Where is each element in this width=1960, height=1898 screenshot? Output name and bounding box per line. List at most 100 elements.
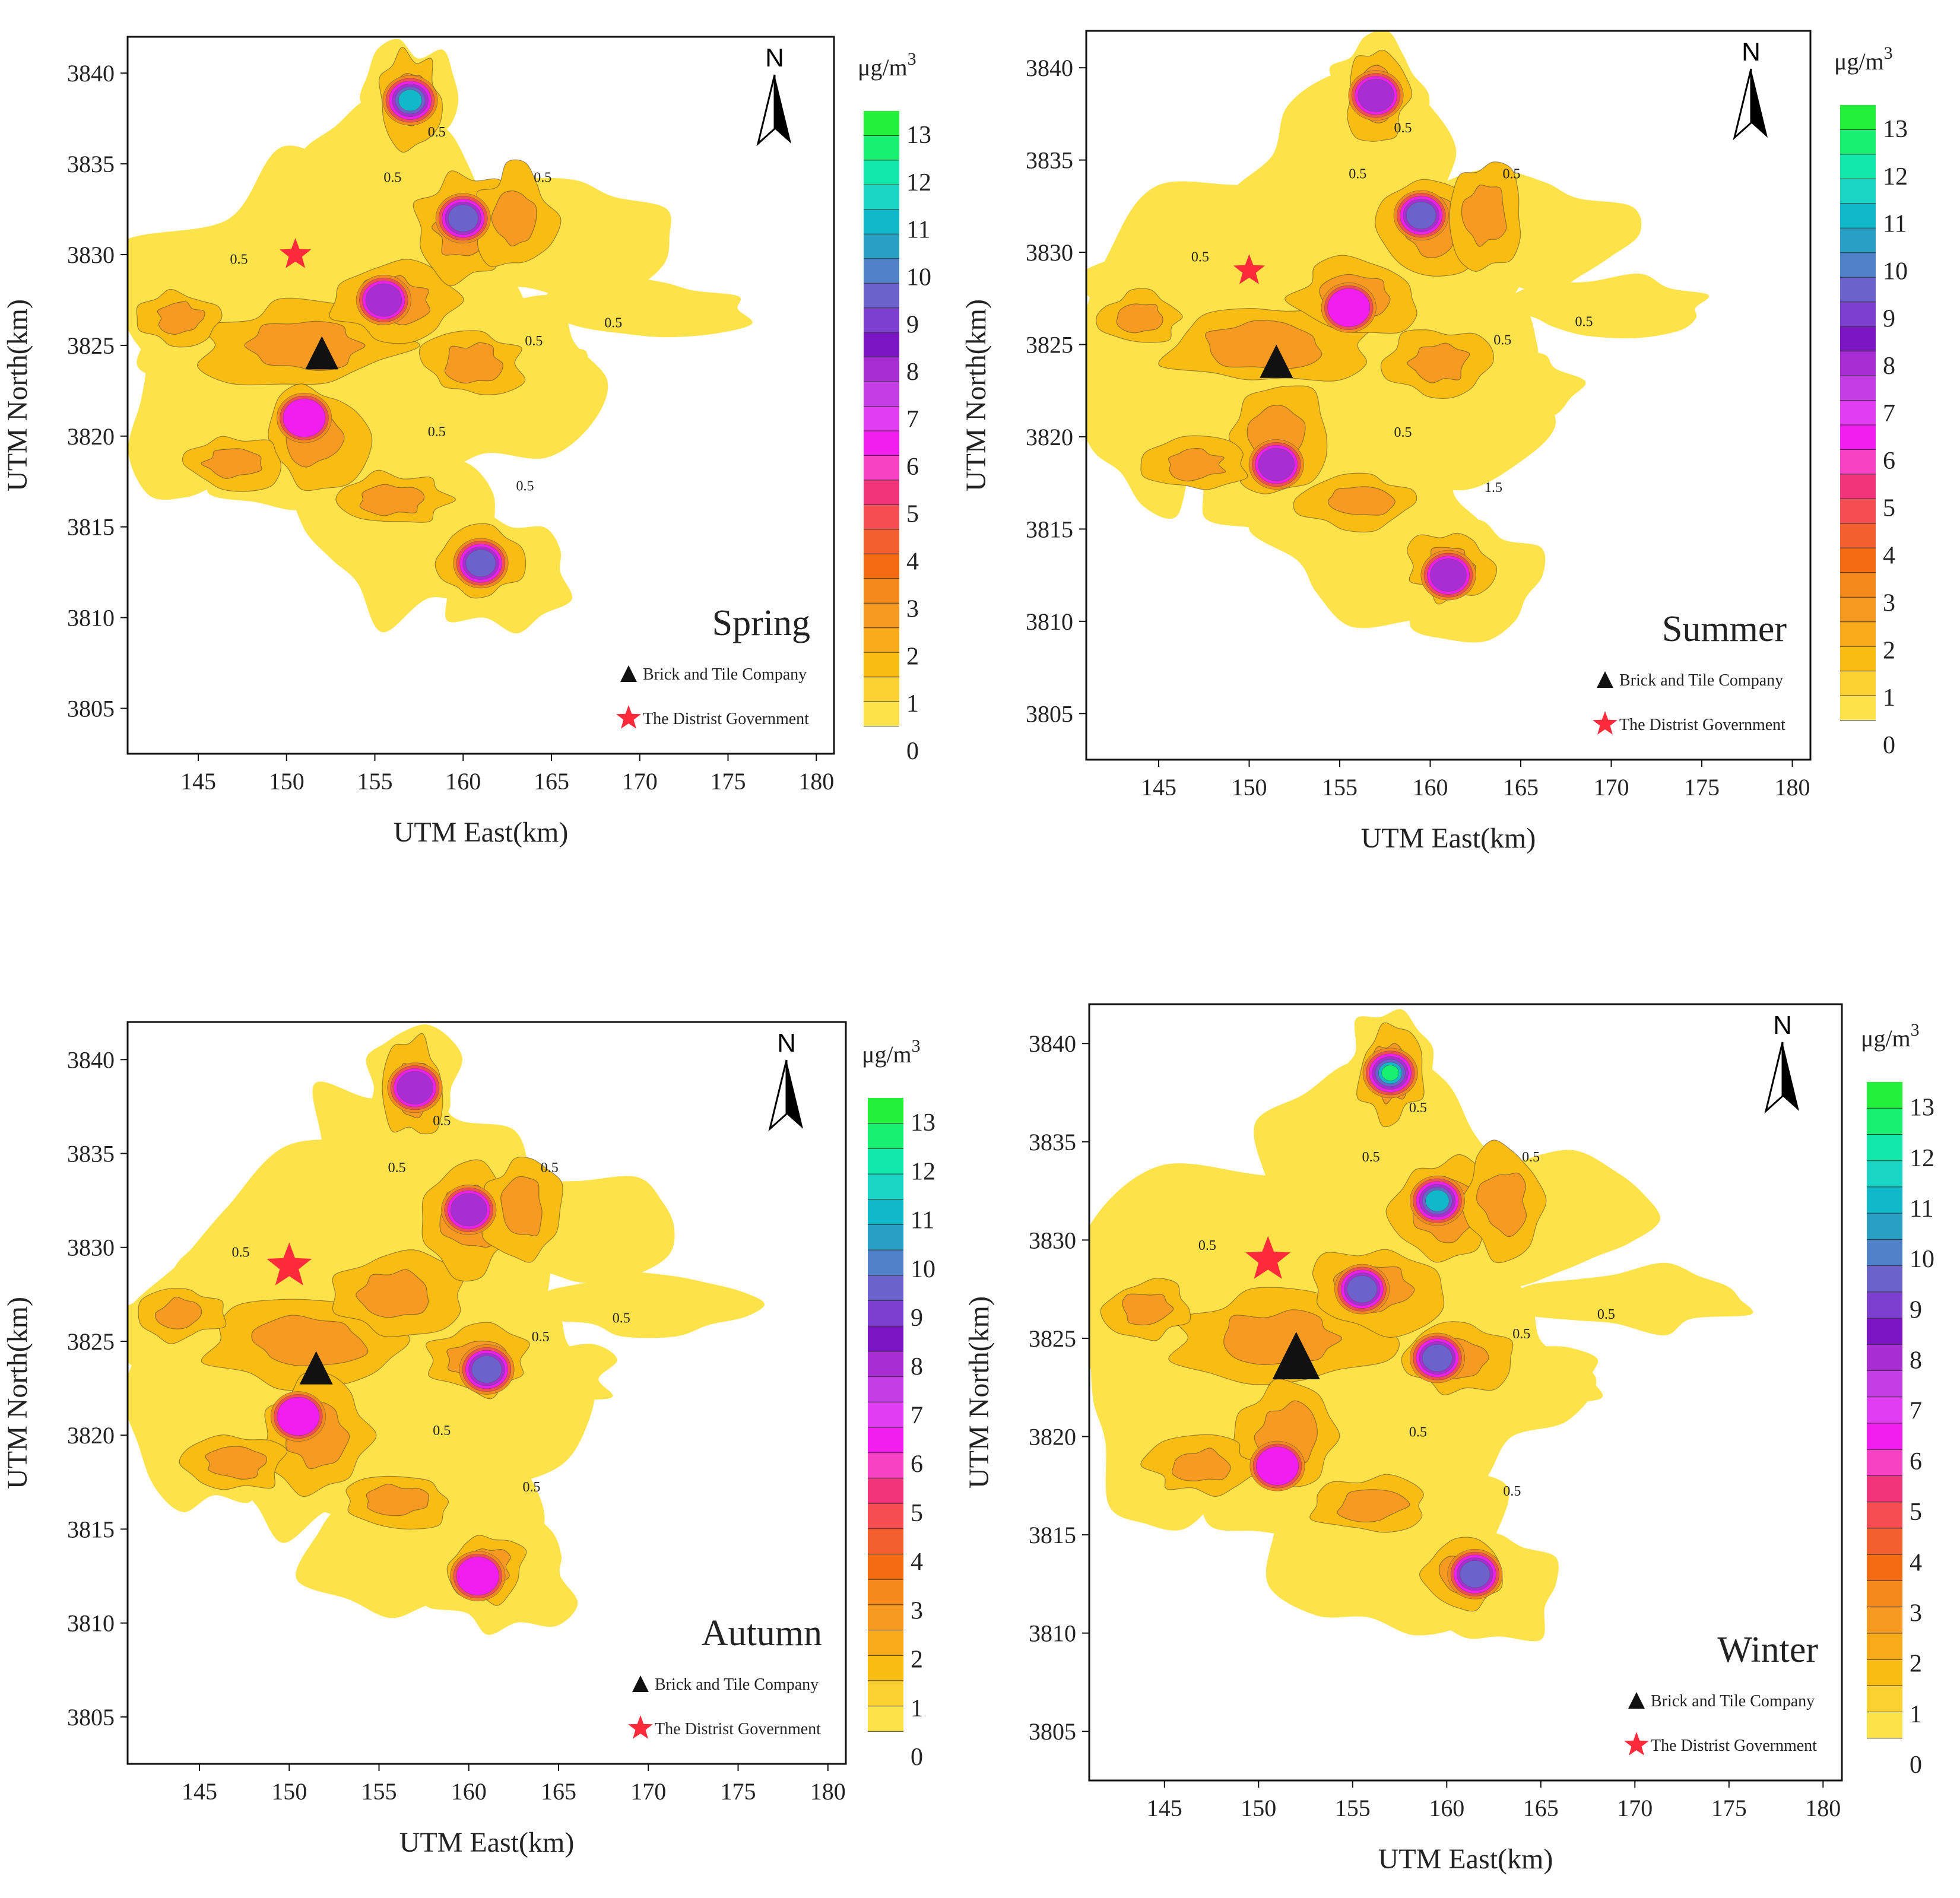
north-label: N	[765, 43, 784, 72]
hotspot-level	[397, 1071, 433, 1104]
colorbar-tick-label: 10	[911, 1256, 935, 1283]
contour-label: 0.5	[1503, 1484, 1521, 1499]
y-tick-label: 3840	[1026, 55, 1073, 81]
contour-region-2	[251, 1315, 369, 1366]
colorbar-band	[868, 1554, 903, 1580]
y-tick-label: 3815	[1026, 516, 1073, 542]
contour-region-2	[491, 190, 537, 247]
colorbar-band	[868, 1402, 903, 1428]
y-tick-label: 3815	[67, 1516, 115, 1542]
contour-region-2	[356, 1269, 429, 1318]
y-tick-label: 3820	[67, 1422, 115, 1449]
colorbar-band	[1840, 351, 1876, 376]
hotspot-level	[398, 89, 423, 112]
colorbar-band	[868, 1731, 903, 1757]
colorbar-tick-label: 9	[906, 311, 919, 338]
colorbar-band	[1867, 1659, 1902, 1686]
contour-region-2	[205, 1446, 267, 1480]
colorbar-band	[864, 480, 899, 505]
colorbar-tick-label: 12	[906, 169, 931, 196]
colorbar-band	[1867, 1239, 1902, 1267]
contour-region-2	[1476, 1172, 1527, 1237]
colorbar-band	[868, 1427, 903, 1453]
colorbar-band	[864, 554, 899, 579]
contour-label: 0.5	[1503, 167, 1521, 182]
colorbar-tick-label: 3	[906, 595, 919, 623]
colorbar-band	[1840, 621, 1876, 647]
colorbar-tick-label: 3	[1883, 589, 1895, 617]
contour-label: 0.5	[534, 170, 551, 186]
colorbar-band	[1840, 105, 1876, 130]
hotspot-level	[1347, 1275, 1378, 1303]
colorbar-band	[864, 111, 899, 136]
hotspot-level	[1381, 1065, 1400, 1081]
y-tick-label: 3805	[1026, 700, 1073, 727]
north-label: N	[1742, 37, 1761, 66]
colorbar-tick-label: 4	[906, 548, 919, 576]
colorbar-band	[1867, 1134, 1902, 1161]
colorbar-band	[1840, 720, 1876, 745]
colorbar-tick-label: 1	[1910, 1701, 1922, 1728]
colorbar-band	[1840, 474, 1876, 499]
contour-region-2	[366, 1484, 430, 1516]
contour-region-2	[201, 448, 262, 479]
colorbar-tick-label: 5	[911, 1500, 923, 1527]
y-tick-label: 3825	[67, 1328, 115, 1355]
y-tick-label: 3820	[67, 423, 115, 450]
colorbar-band	[1840, 646, 1876, 672]
colorbar-band	[1840, 129, 1876, 155]
x-tick-label: 180	[810, 1778, 846, 1805]
colorbar-tick-label: 12	[1883, 163, 1908, 191]
colorbar-tick-label: 7	[1883, 400, 1895, 427]
colorbar-band	[864, 283, 899, 309]
hotspot-level	[365, 283, 402, 317]
season-title: Winter	[1717, 1630, 1818, 1670]
colorbar-unit-exponent: 3	[912, 1036, 921, 1056]
x-tick-label: 180	[798, 768, 834, 795]
colorbar-band	[868, 1452, 903, 1478]
contour-label: 1.5	[1485, 480, 1502, 496]
concentration-field: 0.5 0.5 0.5 0.5 0.5 0.5 1.5 0.5	[1086, 31, 1710, 643]
x-tick-label: 145	[182, 1778, 217, 1805]
contour-label: 0.5	[541, 1160, 559, 1176]
colorbar-tick-label: 8	[1883, 353, 1895, 380]
colorbar-band	[1867, 1554, 1902, 1581]
x-tick-label: 155	[1322, 774, 1358, 801]
colorbar-band	[1840, 523, 1876, 548]
contour-label: 0.5	[1597, 1307, 1615, 1322]
colorbar-band	[864, 652, 899, 678]
colorbar-tick-label: 0	[906, 738, 919, 765]
colorbar-tick-label: 1	[906, 690, 919, 718]
colorbar-band	[864, 578, 899, 604]
y-tick-label: 3835	[67, 1141, 115, 1167]
colorbar-band	[1867, 1607, 1902, 1634]
colorbar-band	[864, 209, 899, 234]
y-tick-label: 3830	[67, 242, 115, 268]
x-tick-label: 180	[1775, 774, 1810, 801]
colorbar-band	[1867, 1423, 1902, 1450]
contour-region-2	[1327, 486, 1396, 516]
hotspot-level	[1406, 201, 1436, 230]
y-tick-label: 3835	[1029, 1129, 1076, 1156]
contour-region-2	[1223, 1309, 1343, 1366]
x-tick-label: 165	[541, 1778, 576, 1805]
colorbar-band	[868, 1503, 903, 1529]
legend-star-icon	[628, 1715, 653, 1739]
north-label: N	[777, 1029, 796, 1058]
colorbar-tick-label: 6	[906, 453, 919, 481]
colorbar-band	[864, 529, 899, 554]
contour-label: 0.5	[1512, 1326, 1530, 1342]
colorbar-band	[864, 332, 899, 358]
colorbar-band	[868, 1275, 903, 1302]
colorbar-band	[1867, 1686, 1902, 1713]
colorbar-unit-exponent: 3	[1884, 43, 1893, 63]
y-tick-label: 3815	[67, 514, 115, 541]
colorbar-band	[868, 1148, 903, 1175]
y-tick-label: 3810	[67, 1610, 115, 1637]
x-tick-label: 155	[1335, 1795, 1371, 1821]
colorbar-band	[868, 1098, 903, 1124]
colorbar-band	[1840, 425, 1876, 450]
hotspot-level	[448, 204, 478, 233]
colorbar-tick-label: 2	[1883, 637, 1895, 664]
